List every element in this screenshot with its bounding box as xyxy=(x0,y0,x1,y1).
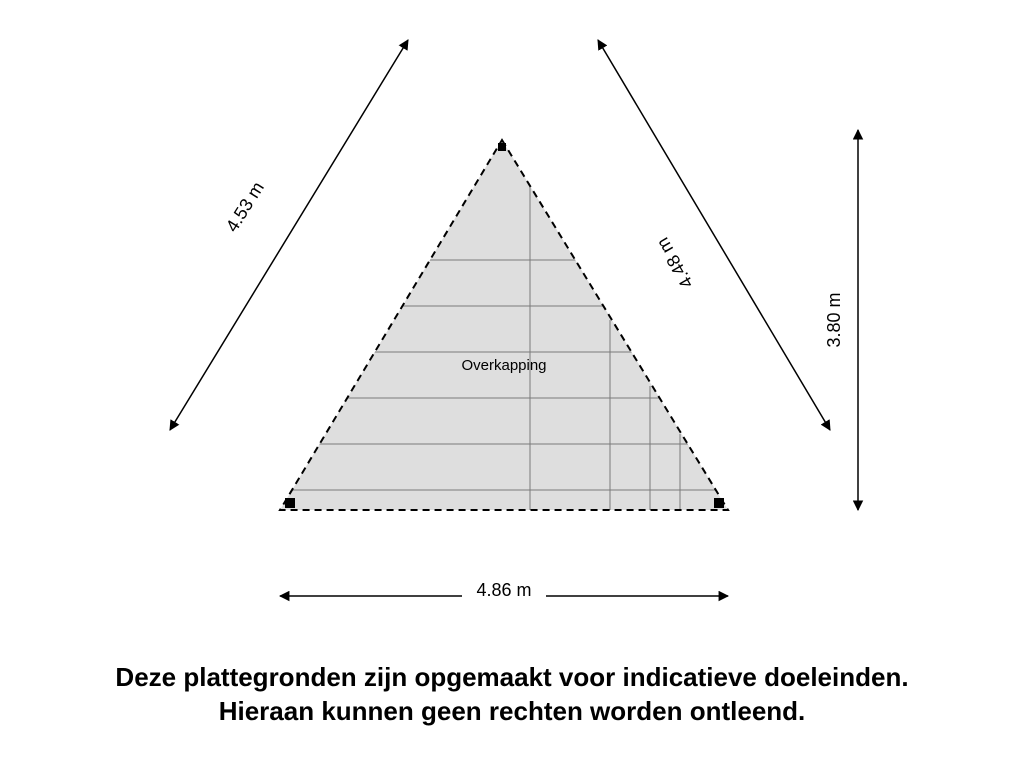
floorplan-triangle-fill xyxy=(280,140,728,510)
disclaimer-line2: Hieraan kunnen geen rechten worden ontle… xyxy=(0,694,1024,728)
disclaimer-block: Deze plattegronden zijn opgemaakt voor i… xyxy=(0,660,1024,728)
dim-left-side-label: 4.53 m xyxy=(222,178,268,235)
post-marker xyxy=(498,143,506,151)
room-label: Overkapping xyxy=(461,357,546,374)
dim-right-side-label: 4.48 m xyxy=(652,234,697,292)
dim-height-label: 3.80 m xyxy=(824,292,844,347)
post-marker xyxy=(714,498,724,508)
post-marker xyxy=(285,498,295,508)
dim-base-label: 4.86 m xyxy=(476,580,531,600)
disclaimer-line1: Deze plattegronden zijn opgemaakt voor i… xyxy=(0,660,1024,694)
